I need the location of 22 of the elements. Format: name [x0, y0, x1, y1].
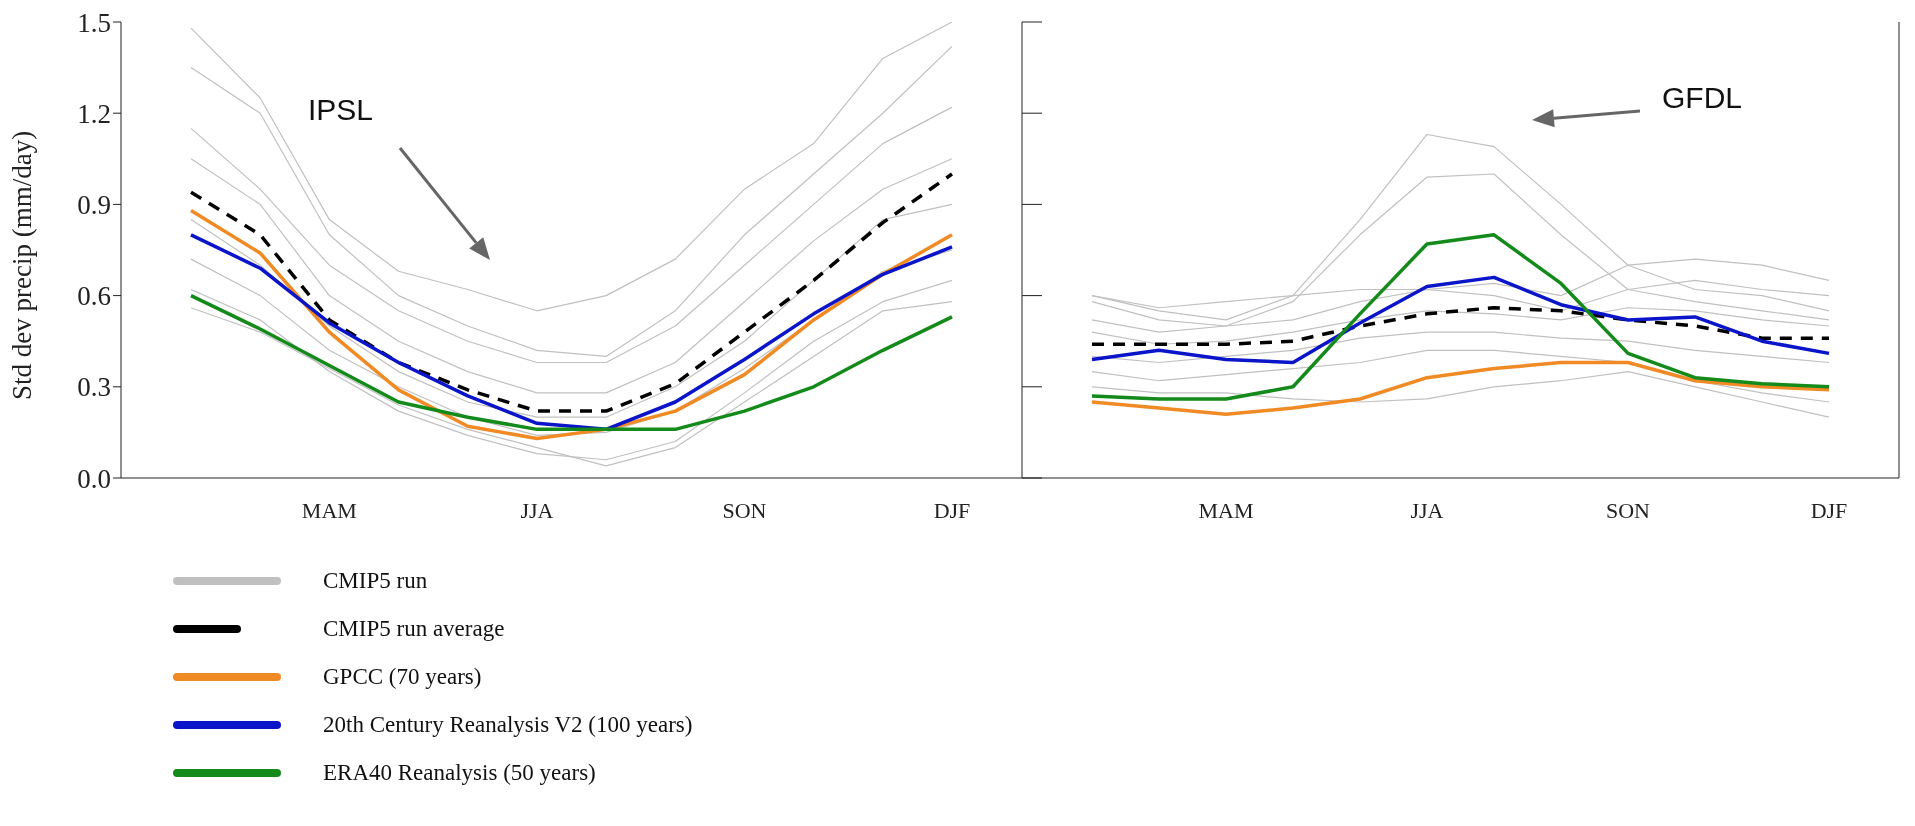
x-tick-label: DJF	[933, 497, 971, 523]
legend-label: CMIP5 run	[323, 568, 428, 594]
legend-label: 20th Century Reanalysis V2 (100 years)	[323, 712, 693, 738]
x-tick-label: MAM	[1198, 497, 1254, 523]
y-axis-title: Std dev precip (mm/day)	[6, 130, 37, 400]
y-tick-label: 0.3	[77, 372, 111, 403]
legend-label: GPCC (70 years)	[323, 664, 482, 690]
legend-label: ERA40 Reanalysis (50 years)	[323, 760, 596, 786]
x-tick-label: JJA	[1410, 497, 1444, 523]
legend-label: CMIP5 run average	[323, 616, 505, 642]
annotation: GFDL	[1662, 81, 1743, 114]
x-tick-label: SON	[1605, 497, 1651, 523]
x-tick-label: SON	[722, 497, 767, 523]
y-tick-label: 1.5	[77, 7, 111, 38]
y-tick-label: 0.0	[77, 463, 111, 494]
y-tick-label: 0.6	[77, 281, 111, 312]
y-tick-label: 1.2	[77, 98, 111, 129]
x-tick-label: DJF	[1810, 497, 1848, 523]
annotation: IPSL	[308, 93, 374, 126]
x-tick-label: MAM	[301, 497, 357, 523]
y-tick-label: 0.9	[77, 189, 111, 220]
x-tick-label: JJA	[520, 497, 554, 523]
